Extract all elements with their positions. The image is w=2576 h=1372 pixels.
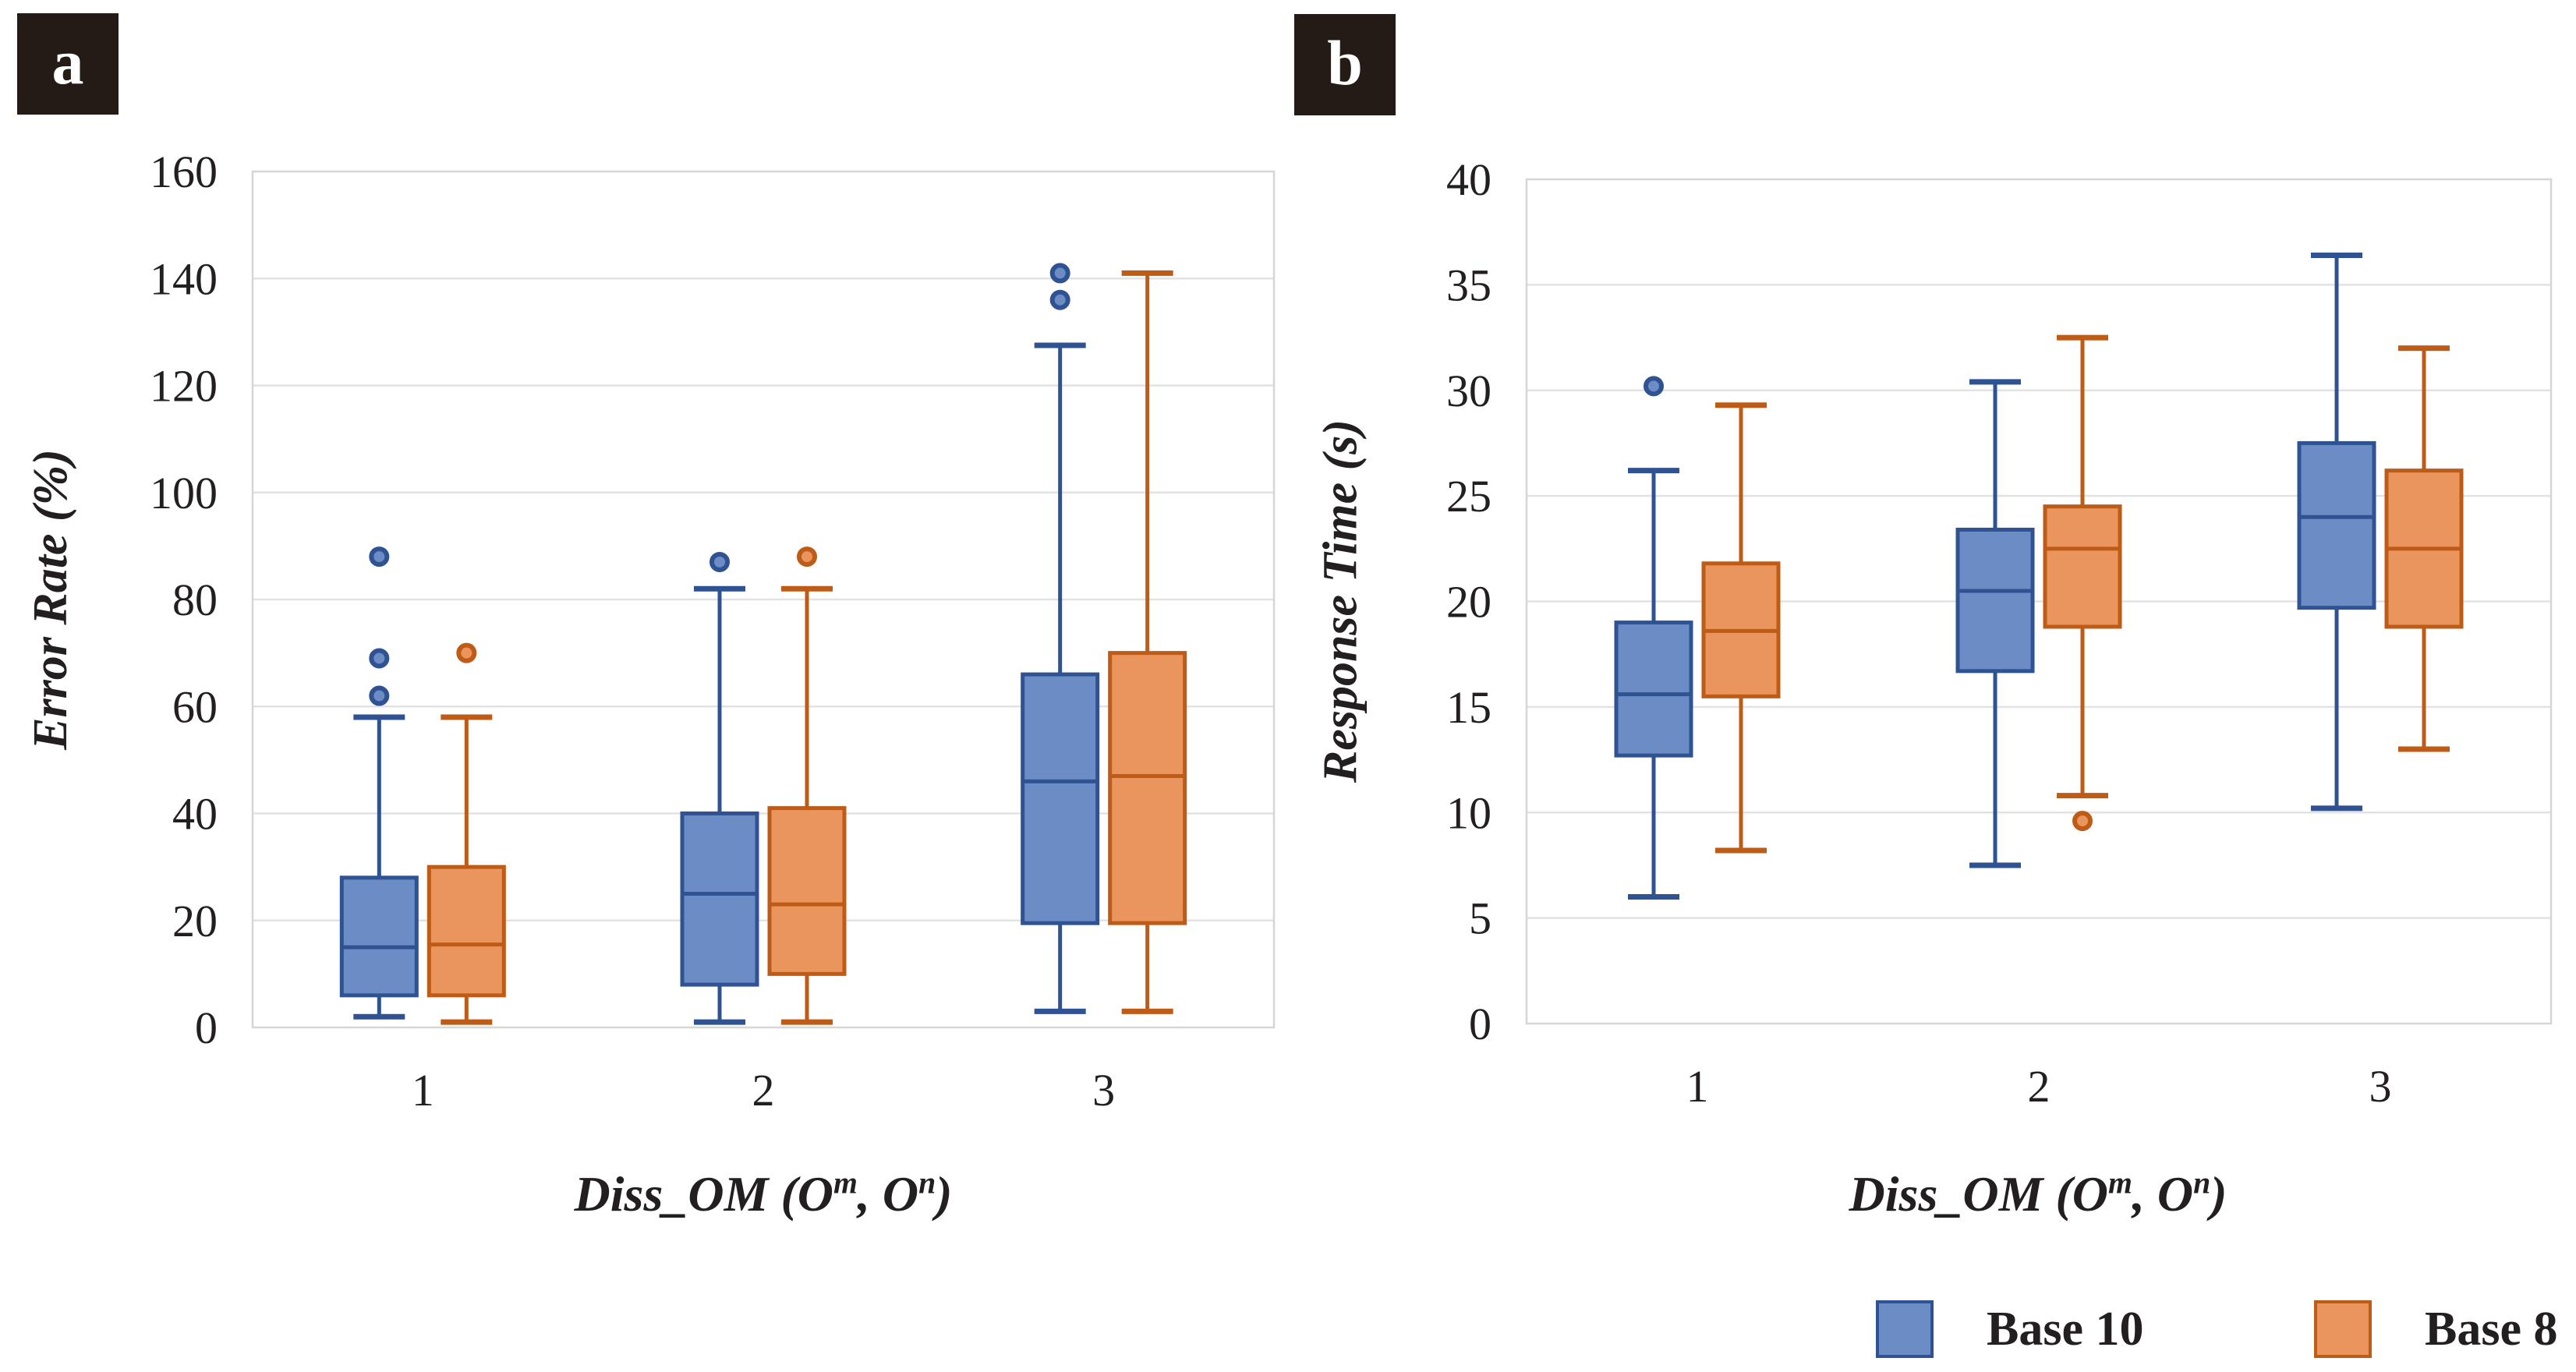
svg-text:20: 20 (172, 896, 218, 946)
svg-text:0: 0 (195, 1002, 218, 1053)
svg-text:0: 0 (1469, 999, 1491, 1049)
svg-text:5: 5 (1469, 893, 1491, 944)
svg-text:160: 160 (150, 147, 218, 197)
svg-text:3: 3 (2369, 1061, 2392, 1112)
svg-text:120: 120 (150, 361, 218, 412)
svg-text:2: 2 (2028, 1061, 2051, 1112)
svg-text:40: 40 (1446, 154, 1491, 205)
svg-text:35: 35 (1446, 260, 1491, 310)
svg-text:1: 1 (1686, 1061, 1709, 1112)
panel-b-label: b (1294, 14, 1396, 115)
svg-text:60: 60 (172, 681, 218, 732)
svg-text:15: 15 (1446, 682, 1491, 733)
svg-text:40: 40 (172, 789, 218, 840)
panel-a-label: a (17, 13, 119, 115)
legend-swatch-base8-icon (2314, 1300, 2372, 1358)
legend-item-base8: Base 8 (2314, 1296, 2558, 1363)
svg-text:10: 10 (1446, 787, 1491, 838)
legend-label-base10: Base 10 (1987, 1302, 2144, 1356)
svg-text:100: 100 (150, 468, 218, 518)
svg-text:3: 3 (1092, 1065, 1115, 1116)
legend-swatch-base10-icon (1876, 1300, 1934, 1358)
x-axis-title-panel-b: Diss_OM (Om, On) (1849, 1165, 2227, 1222)
x-axis-title-panel-a: Diss_OM (Om, On) (574, 1165, 953, 1222)
legend-item-base10: Base 10 (1876, 1296, 2144, 1363)
svg-text:140: 140 (150, 253, 218, 304)
svg-text:2: 2 (752, 1065, 775, 1116)
svg-text:25: 25 (1446, 471, 1491, 522)
svg-text:30: 30 (1446, 366, 1491, 416)
legend-label-base8: Base 8 (2425, 1302, 2558, 1356)
svg-text:1: 1 (412, 1065, 434, 1116)
svg-text:20: 20 (1446, 577, 1491, 628)
svg-text:80: 80 (172, 575, 218, 625)
